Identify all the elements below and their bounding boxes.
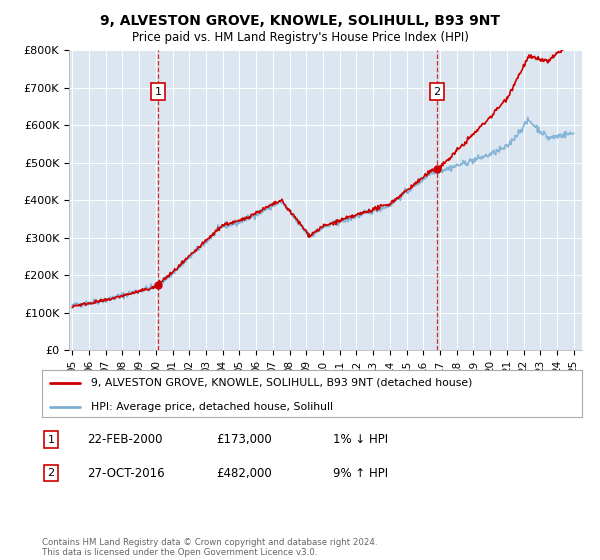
Text: 2: 2 [434, 87, 440, 96]
Text: Price paid vs. HM Land Registry's House Price Index (HPI): Price paid vs. HM Land Registry's House … [131, 31, 469, 44]
Text: 22-FEB-2000: 22-FEB-2000 [87, 433, 163, 446]
Text: 1: 1 [47, 435, 55, 445]
Text: 1% ↓ HPI: 1% ↓ HPI [333, 433, 388, 446]
Text: Contains HM Land Registry data © Crown copyright and database right 2024.
This d: Contains HM Land Registry data © Crown c… [42, 538, 377, 557]
Text: 9% ↑ HPI: 9% ↑ HPI [333, 466, 388, 480]
Text: 1: 1 [155, 87, 161, 96]
Text: 9, ALVESTON GROVE, KNOWLE, SOLIHULL, B93 9NT: 9, ALVESTON GROVE, KNOWLE, SOLIHULL, B93… [100, 14, 500, 28]
Text: £482,000: £482,000 [216, 466, 272, 480]
Text: 27-OCT-2016: 27-OCT-2016 [87, 466, 164, 480]
Text: £173,000: £173,000 [216, 433, 272, 446]
Text: 2: 2 [47, 468, 55, 478]
Text: HPI: Average price, detached house, Solihull: HPI: Average price, detached house, Soli… [91, 402, 332, 412]
Text: 9, ALVESTON GROVE, KNOWLE, SOLIHULL, B93 9NT (detached house): 9, ALVESTON GROVE, KNOWLE, SOLIHULL, B93… [91, 378, 472, 388]
